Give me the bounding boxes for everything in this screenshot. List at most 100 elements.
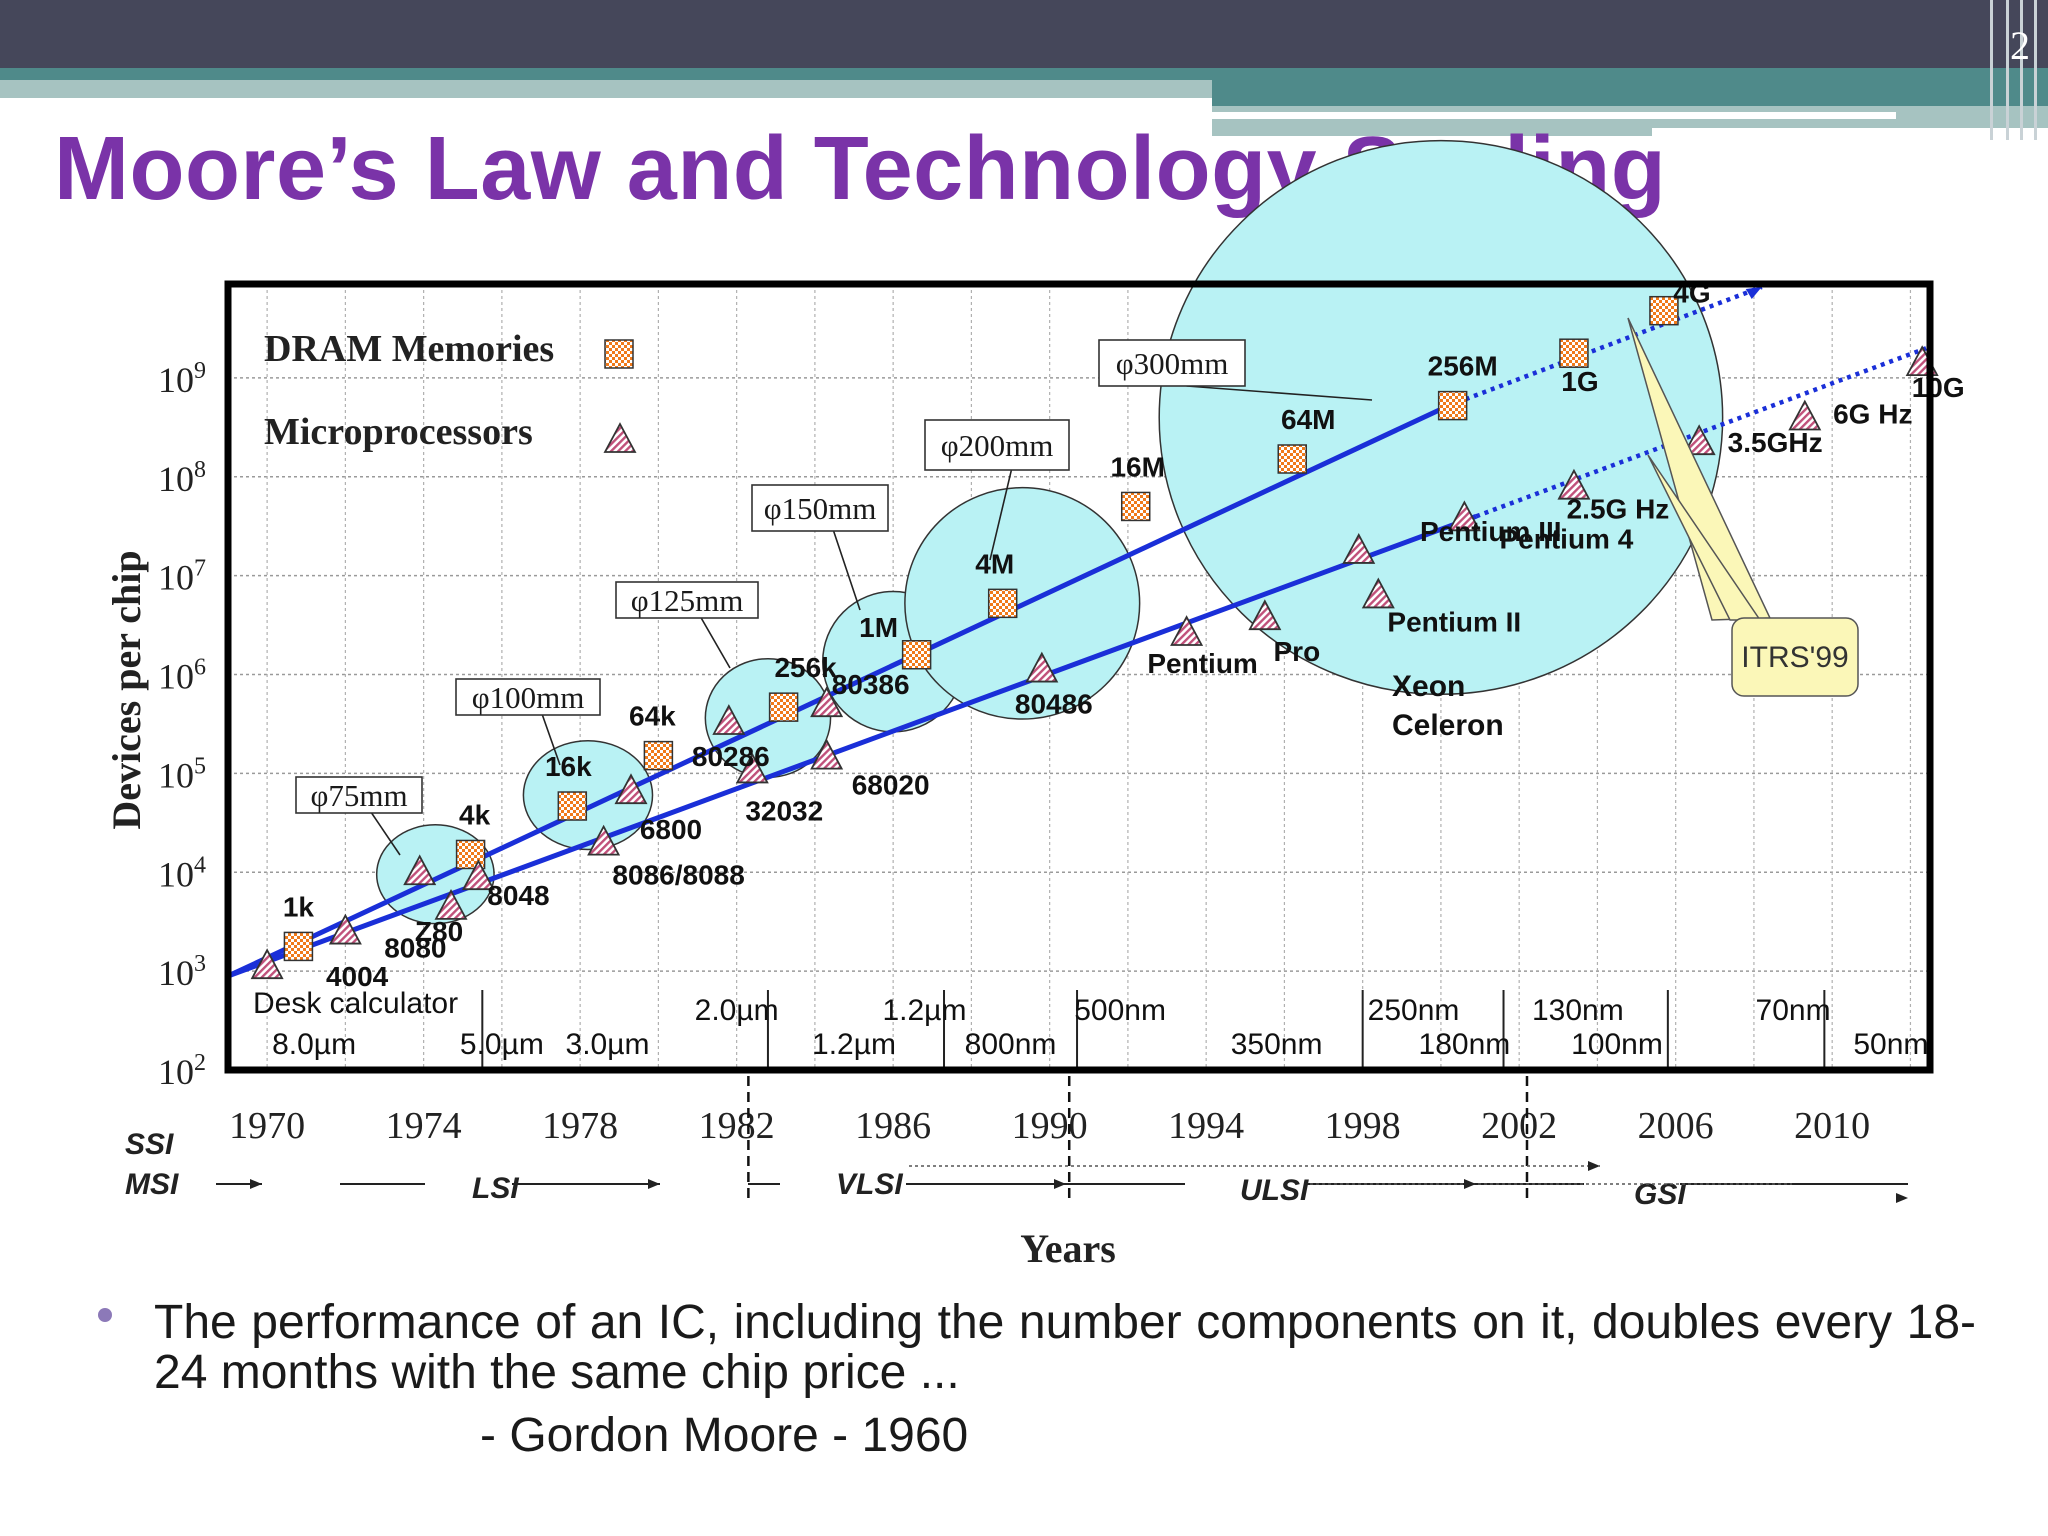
- y-tick-label: 107: [158, 556, 206, 598]
- cpu-marker: [1788, 399, 1822, 431]
- wafer-label-pointer: [832, 530, 861, 611]
- feature-size-label: 3.0µm: [566, 1028, 650, 1061]
- dram-label: 1G: [1561, 366, 1598, 397]
- feature-size-label: 1.2µm: [812, 1028, 896, 1061]
- feature-size-label: 250nm: [1368, 994, 1460, 1027]
- legend-dram-label: DRAM Memories: [264, 328, 554, 370]
- trend-line: [227, 513, 1477, 979]
- cpu-label: 8086/8088: [612, 860, 744, 891]
- feature-size-label: 130nm: [1532, 994, 1624, 1027]
- dram-marker: [901, 640, 932, 670]
- quote-attribution: - Gordon Moore - 1960: [480, 1409, 969, 1462]
- wafer-label: φ300mm: [1116, 346, 1229, 381]
- legend-cpu-marker: [603, 422, 637, 453]
- cpu-label: 2.5G Hz: [1567, 494, 1670, 525]
- feature-size-label: 2.0µm: [695, 994, 779, 1027]
- dram-marker: [557, 791, 588, 821]
- feature-size-label: 1.2µm: [882, 994, 966, 1027]
- integration-level-label: GSI: [1634, 1178, 1686, 1211]
- cpu-marker: [1170, 615, 1204, 646]
- y-tick-label: 109: [158, 358, 206, 400]
- cpu-marker: [434, 888, 468, 920]
- feature-size-label: 5.0µm: [460, 1028, 544, 1061]
- dram-label: 16M: [1110, 451, 1164, 482]
- wafer-label-box: [924, 419, 1070, 471]
- wafer-label: φ100mm: [472, 680, 585, 715]
- dram-marker: [1277, 444, 1307, 474]
- dram-label: 256M: [1428, 351, 1498, 382]
- x-tick-label: 1982: [699, 1105, 775, 1147]
- cpu-label: Z80: [415, 916, 463, 947]
- dram-label: 1k: [283, 891, 315, 922]
- dram-marker: [283, 931, 314, 962]
- wafer-label-pointer: [541, 714, 561, 766]
- y-tick-label: 102: [158, 1050, 206, 1092]
- wafer-label: φ125mm: [631, 583, 744, 618]
- header-decor-line: [2034, 0, 2037, 140]
- header-band: [1652, 128, 2048, 142]
- wafer-label-box: [455, 678, 601, 716]
- cpu-marker: [587, 824, 621, 856]
- trend-arrowhead: [1745, 286, 1762, 299]
- wafer-label-box: [751, 484, 889, 532]
- xeon-label: Xeon: [1392, 670, 1465, 703]
- bullet-dot: [98, 1308, 112, 1322]
- integration-level-label: MSI: [125, 1168, 179, 1201]
- cpu-label: 3.5GHz: [1728, 427, 1823, 458]
- feature-size-label: 100nm: [1571, 1028, 1663, 1061]
- integration-level-label: LSI: [472, 1172, 519, 1205]
- dram-marker: [1437, 390, 1468, 421]
- y-tick-label: 103: [158, 951, 206, 993]
- cpu-marker: [250, 948, 284, 980]
- era-arrowhead: [1588, 1161, 1600, 1171]
- cpu-label: 6800: [640, 814, 702, 845]
- x-tick-label: 1990: [1012, 1105, 1088, 1147]
- x-tick-label: 2002: [1481, 1105, 1557, 1147]
- cpu-label: 8080: [384, 933, 446, 964]
- celeron-label: Celeron: [1392, 709, 1504, 742]
- dram-marker: [768, 692, 799, 722]
- dram-marker: [1649, 295, 1679, 326]
- cpu-marker: [735, 752, 769, 784]
- dram-label: 256k: [774, 652, 837, 683]
- feature-size-label: 70nm: [1756, 994, 1831, 1027]
- feature-size-label: 500nm: [1074, 994, 1166, 1027]
- dram-marker: [1559, 338, 1589, 368]
- era-arrowhead: [250, 1179, 262, 1189]
- header-decor-line: [2020, 0, 2023, 140]
- cpu-marker: [461, 859, 495, 891]
- wafer-label-pointer: [370, 812, 401, 856]
- wafer-label-box: [615, 581, 759, 619]
- itrs-box: [1731, 617, 1859, 697]
- cpu-marker: [1248, 599, 1282, 631]
- dram-marker: [643, 740, 674, 771]
- cpu-label: 10G: [1912, 372, 1965, 403]
- bullet-text: The performance of an IC, including the …: [154, 1296, 1976, 1399]
- cpu-marker: [712, 704, 746, 735]
- era-arrowhead: [1464, 1179, 1476, 1189]
- dram-label: 16k: [545, 751, 592, 782]
- wafer-label-pointer: [989, 469, 1013, 561]
- cpu-marker: [810, 738, 844, 770]
- header-band: [0, 80, 1212, 98]
- cpu-marker: [614, 773, 648, 805]
- header-band: [0, 68, 1212, 80]
- slide-number: 2: [2010, 23, 2030, 68]
- trend-line-projection: [1447, 284, 1763, 408]
- x-tick-label: 1998: [1325, 1105, 1401, 1147]
- dram-label: 4M: [975, 548, 1014, 579]
- wafer-label-box: [295, 776, 423, 814]
- cpu-label: Pentium III: [1420, 516, 1562, 547]
- legend-cpu-label: Microprocessors: [264, 411, 533, 453]
- x-tick-label: 1994: [1168, 1105, 1244, 1147]
- x-tick-label: 1974: [386, 1105, 462, 1147]
- cpu-label: 32032: [745, 795, 823, 826]
- y-tick-label: 108: [158, 457, 206, 499]
- feature-size-label: 50nm: [1853, 1028, 1928, 1061]
- y-axis-title: Devices per chip: [104, 550, 149, 829]
- x-tick-label: 2010: [1794, 1105, 1870, 1147]
- feature-size-label: 800nm: [965, 1028, 1057, 1061]
- moores-law-chart: φ75mm φ100mm φ125mm φ150mm φ200mm φ300mm 1k 4k 1…: [104, 139, 1965, 1271]
- plot-frame: [224, 280, 1934, 1074]
- feature-size-label: 8.0µm: [272, 1028, 356, 1061]
